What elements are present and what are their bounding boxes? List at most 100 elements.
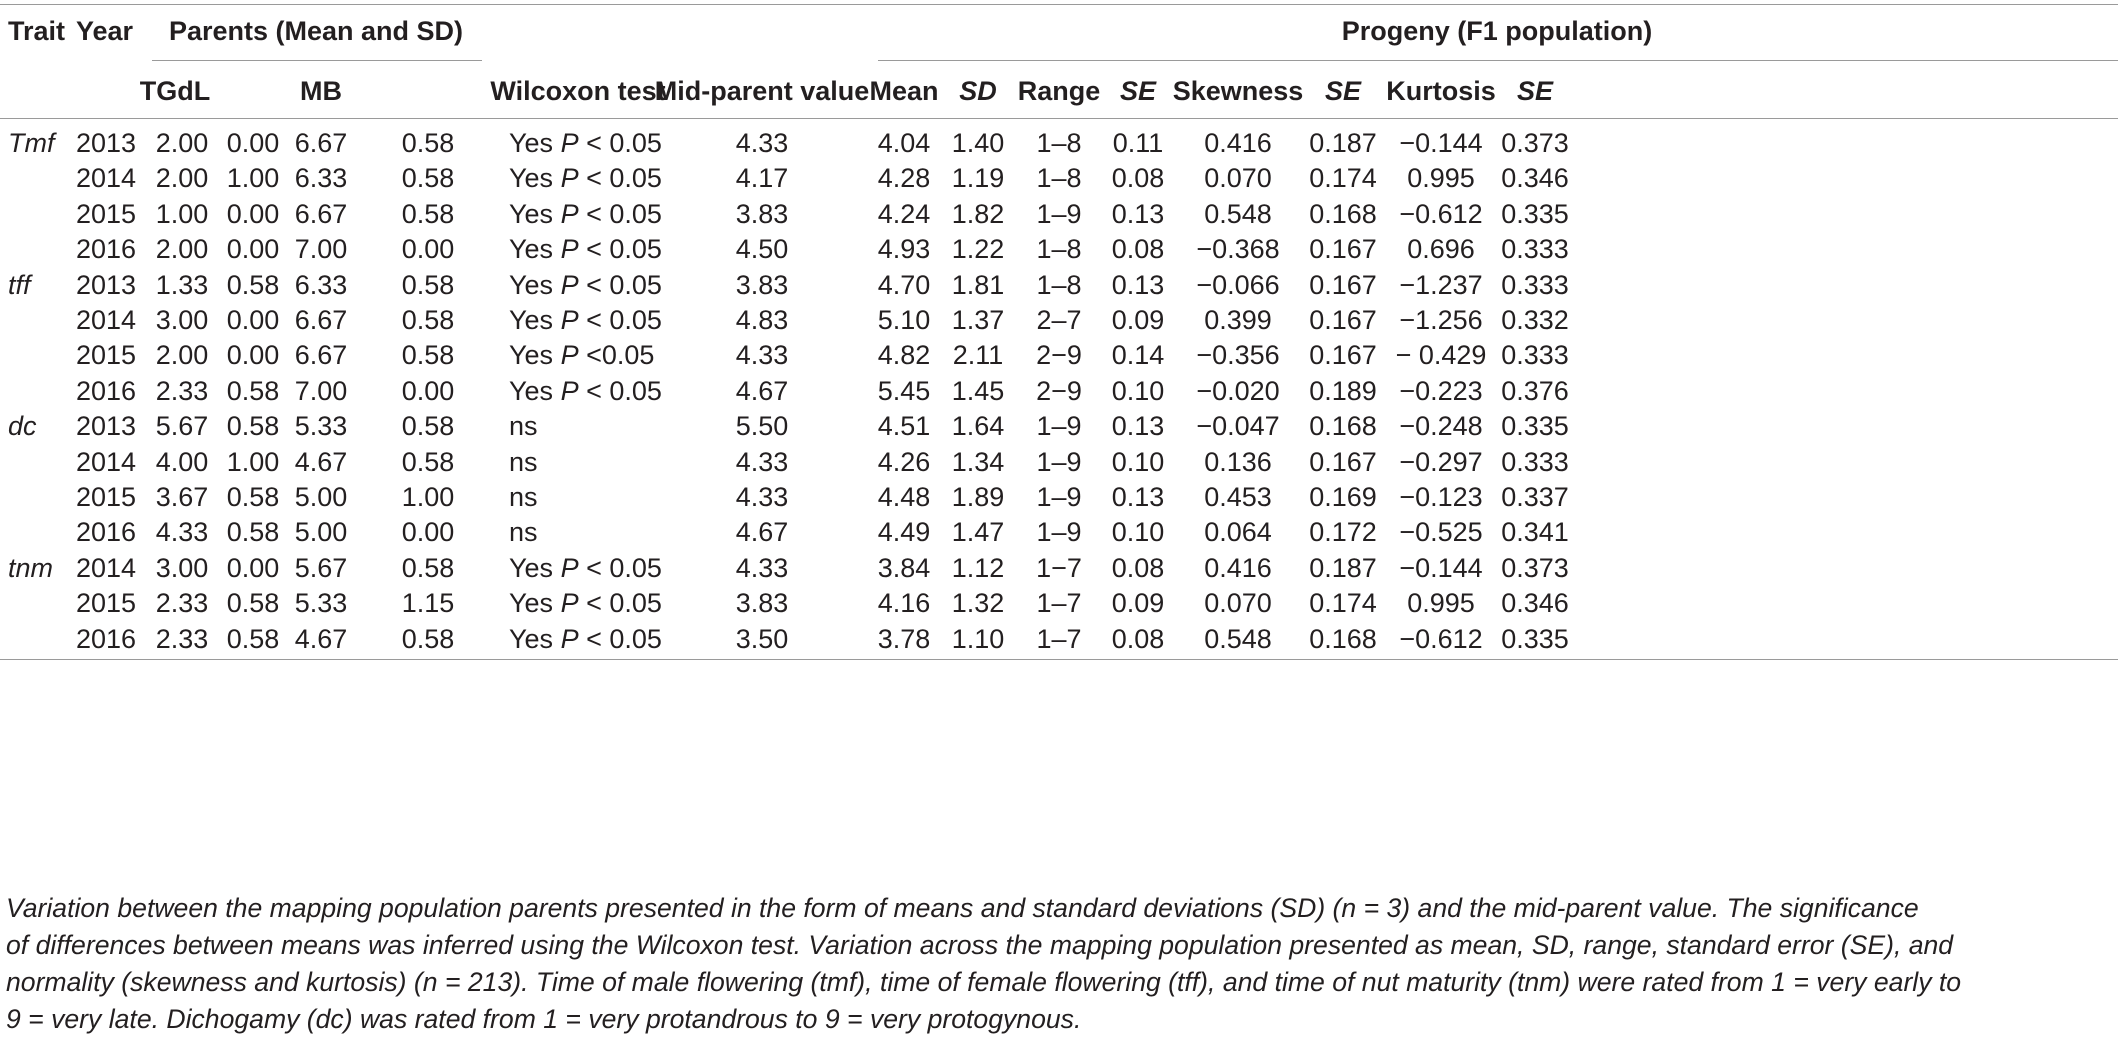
cell-mean: 4.16 <box>877 588 931 618</box>
cell-year: 2013 <box>76 411 137 441</box>
cell-kurtosis: −0.144 <box>1399 128 1483 158</box>
cell-kurtosis-se: 0.332 <box>1501 305 1569 335</box>
cell-wilcoxon: ns <box>509 482 538 512</box>
cell-sd: 1.89 <box>951 482 1005 512</box>
cell-kurtosis: −0.248 <box>1399 411 1483 441</box>
cell-midparent: 4.17 <box>735 163 789 193</box>
cell-tgdl-mean: 2.00 <box>155 340 209 370</box>
cell-skewness: 0.416 <box>1204 553 1272 583</box>
cell-sd: 1.37 <box>951 305 1005 335</box>
header-tgdl: TGdL <box>139 76 211 106</box>
progeny-group-rule <box>878 60 2118 61</box>
cell-mean: 5.45 <box>877 376 931 406</box>
cell-kurtosis-se: 0.346 <box>1501 588 1569 618</box>
top-rule <box>0 4 2118 5</box>
cell-mb-mean: 4.67 <box>294 447 348 477</box>
cell-skewness: −0.066 <box>1196 270 1280 300</box>
cell-year: 2015 <box>76 482 137 512</box>
cell-wilcoxon: Yes P <0.05 <box>509 340 655 370</box>
caption-line-4: 9 = very late. Dichogamy (dc) was rated … <box>6 1004 1082 1034</box>
cell-mb-mean: 4.67 <box>294 624 348 654</box>
cell-midparent: 4.50 <box>735 234 789 264</box>
caption-line-2: of differences between means was inferre… <box>6 930 1954 960</box>
cell-mb-mean: 6.67 <box>294 305 348 335</box>
cell-sd: 1.32 <box>951 588 1005 618</box>
cell-sd: 1.22 <box>951 234 1005 264</box>
cell-kurtosis-se: 0.376 <box>1501 376 1569 406</box>
cell-year: 2014 <box>76 305 137 335</box>
cell-skewness: 0.453 <box>1204 482 1272 512</box>
cell-tgdl-mean: 3.00 <box>155 305 209 335</box>
cell-se: 0.13 <box>1111 199 1165 229</box>
cell-year: 2016 <box>76 234 137 264</box>
cell-wilcoxon: ns <box>509 517 538 547</box>
header-trait: Trait <box>8 16 66 46</box>
cell-skewness-se: 0.168 <box>1309 199 1377 229</box>
cell-skewness-se: 0.169 <box>1309 482 1377 512</box>
cell-sd: 1.34 <box>951 447 1005 477</box>
cell-mb-mean: 5.00 <box>294 517 348 547</box>
cell-skewness: 0.064 <box>1204 517 1272 547</box>
cell-year: 2015 <box>76 588 137 618</box>
cell-range: 1–9 <box>1036 482 1082 512</box>
cell-kurtosis-se: 0.333 <box>1501 447 1569 477</box>
cell-midparent: 4.33 <box>735 128 789 158</box>
cell-kurtosis: −0.525 <box>1399 517 1483 547</box>
header-kurtosis-se: SE <box>1516 76 1554 106</box>
caption-line-3: normality (skewness and kurtosis) (n = 2… <box>6 967 1962 997</box>
cell-mb-sd: 0.00 <box>401 234 455 264</box>
cell-skewness: −0.047 <box>1196 411 1280 441</box>
cell-tgdl-sd: 0.00 <box>226 305 280 335</box>
header-parents-group: Parents (Mean and SD) <box>168 16 464 46</box>
cell-kurtosis: 0.995 <box>1407 588 1475 618</box>
cell-tgdl-sd: 0.58 <box>226 482 280 512</box>
cell-se: 0.08 <box>1111 234 1165 264</box>
header-bottom-rule <box>0 118 2118 119</box>
header-progeny-group: Progeny (F1 population) <box>1341 16 1653 46</box>
table-caption: Variation between the mapping population… <box>6 890 2112 1038</box>
cell-kurtosis-se: 0.346 <box>1501 163 1569 193</box>
cell-mean: 3.78 <box>877 624 931 654</box>
cell-tgdl-mean: 5.67 <box>155 411 209 441</box>
table-bottom-rule <box>0 659 2118 660</box>
cell-trait: dc <box>8 411 37 441</box>
parents-group-rule <box>152 60 482 61</box>
cell-midparent: 4.67 <box>735 376 789 406</box>
cell-se: 0.08 <box>1111 163 1165 193</box>
cell-wilcoxon: Yes P < 0.05 <box>509 199 662 229</box>
cell-wilcoxon: ns <box>509 447 538 477</box>
cell-wilcoxon: Yes P < 0.05 <box>509 376 662 406</box>
cell-wilcoxon: Yes P < 0.05 <box>509 624 662 654</box>
cell-mean: 4.24 <box>877 199 931 229</box>
cell-year: 2015 <box>76 199 137 229</box>
cell-range: 2−9 <box>1036 340 1082 370</box>
header-year: Year <box>76 16 134 46</box>
cell-midparent: 4.33 <box>735 482 789 512</box>
cell-mb-sd: 0.00 <box>401 376 455 406</box>
cell-year: 2013 <box>76 128 137 158</box>
cell-mb-mean: 6.67 <box>294 128 348 158</box>
cell-se: 0.13 <box>1111 270 1165 300</box>
cell-midparent: 3.83 <box>735 588 789 618</box>
cell-mb-mean: 6.67 <box>294 199 348 229</box>
cell-kurtosis-se: 0.335 <box>1501 624 1569 654</box>
cell-kurtosis: − 0.429 <box>1395 340 1487 370</box>
cell-skewness: 0.416 <box>1204 128 1272 158</box>
cell-trait: tff <box>8 270 31 300</box>
cell-year: 2015 <box>76 340 137 370</box>
cell-range: 2−9 <box>1036 376 1082 406</box>
cell-kurtosis-se: 0.335 <box>1501 411 1569 441</box>
cell-kurtosis: −0.223 <box>1399 376 1483 406</box>
cell-year: 2016 <box>76 376 137 406</box>
cell-skewness-se: 0.187 <box>1309 553 1377 583</box>
cell-kurtosis: 0.696 <box>1407 234 1475 264</box>
cell-skewness-se: 0.167 <box>1309 270 1377 300</box>
cell-mb-mean: 7.00 <box>294 234 348 264</box>
cell-kurtosis-se: 0.333 <box>1501 270 1569 300</box>
cell-skewness-se: 0.167 <box>1309 305 1377 335</box>
cell-midparent: 4.33 <box>735 553 789 583</box>
header-sd: SD <box>959 76 997 106</box>
cell-mean: 3.84 <box>877 553 931 583</box>
cell-kurtosis: −0.123 <box>1399 482 1483 512</box>
